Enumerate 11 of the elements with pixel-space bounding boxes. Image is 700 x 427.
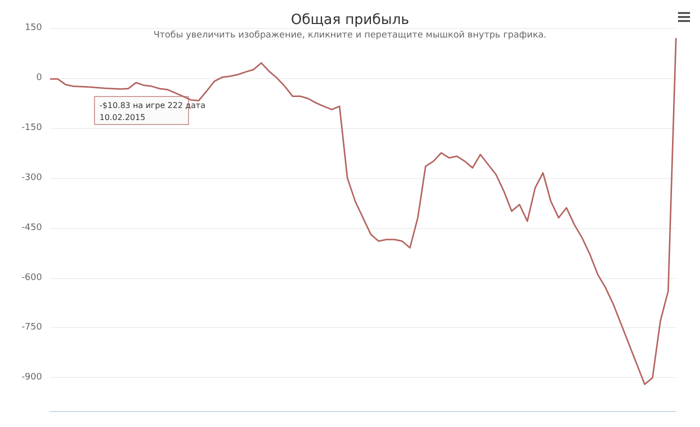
annotation: -$10.83 на игре 222 дата 10.02.2015 bbox=[100, 101, 206, 122]
y-tick-label: -900 bbox=[22, 372, 42, 383]
y-tick-label: -750 bbox=[22, 322, 42, 333]
y-tick-label: 150 bbox=[24, 23, 42, 33]
y-tick-label: 0 bbox=[36, 72, 42, 83]
y-tick-label: -300 bbox=[22, 172, 42, 183]
y-tick-label: -150 bbox=[22, 122, 42, 133]
y-tick-label: -450 bbox=[22, 222, 42, 233]
chart-subtitle: Чтобы увеличить изображение, кликните и перетащите мышкой внутрь графика. bbox=[153, 30, 547, 40]
y-tick-label: -600 bbox=[22, 272, 42, 283]
chart-title: Общая прибыль bbox=[290, 12, 410, 28]
